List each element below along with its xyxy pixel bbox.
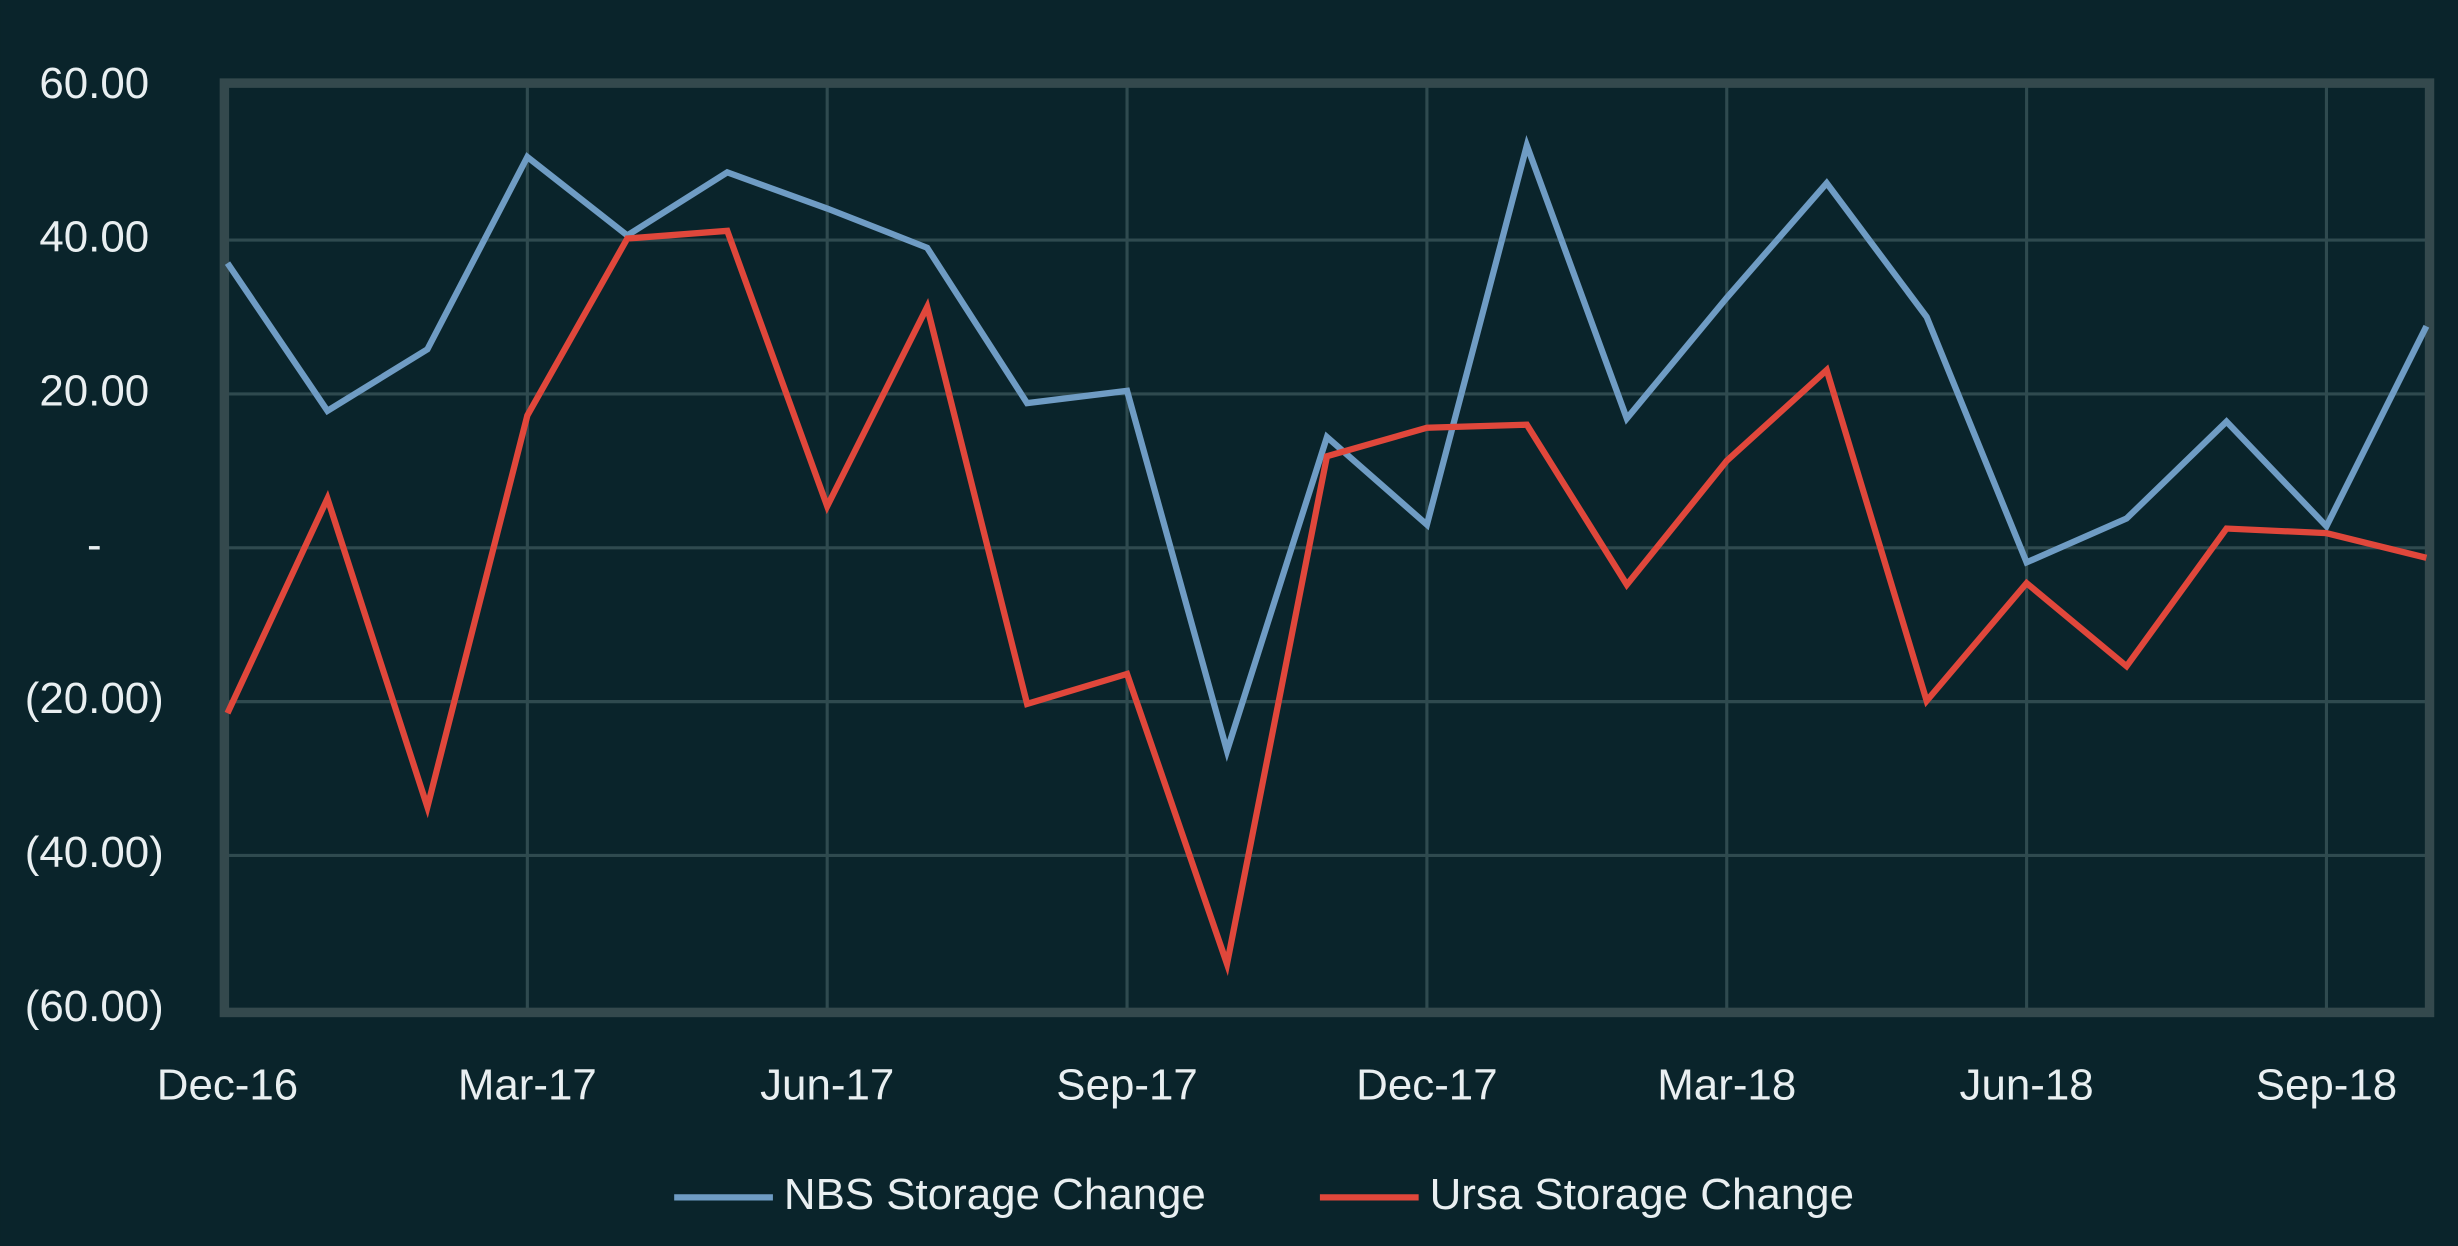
y-tick-label: 60.00 — [39, 59, 149, 108]
x-tick-label: Dec-16 — [157, 1060, 298, 1109]
series-line — [224, 227, 2428, 976]
y-tick-label: - — [87, 520, 102, 569]
y-tick-label: (20.00) — [25, 674, 164, 723]
y-tick-label: (40.00) — [25, 828, 164, 877]
x-tick-label: Sep-18 — [2256, 1060, 2397, 1109]
legend-label: NBS Storage Change — [784, 1170, 1206, 1219]
series-line — [224, 134, 2430, 762]
y-tick-label: 40.00 — [39, 213, 149, 262]
x-tick-label: Jun-17 — [760, 1060, 894, 1109]
y-tick-label: 20.00 — [39, 367, 149, 416]
x-tick-label: Mar-17 — [458, 1060, 597, 1109]
x-tick-label: Dec-17 — [1356, 1060, 1497, 1109]
x-tick-label: Sep-17 — [1056, 1060, 1197, 1109]
y-tick-label: (60.00) — [25, 982, 164, 1031]
x-tick-label: Jun-18 — [1960, 1060, 2094, 1109]
legend-label: Ursa Storage Change — [1430, 1170, 1854, 1219]
x-tick-label: Mar-18 — [1657, 1060, 1796, 1109]
plot-frame — [219, 78, 2435, 1018]
